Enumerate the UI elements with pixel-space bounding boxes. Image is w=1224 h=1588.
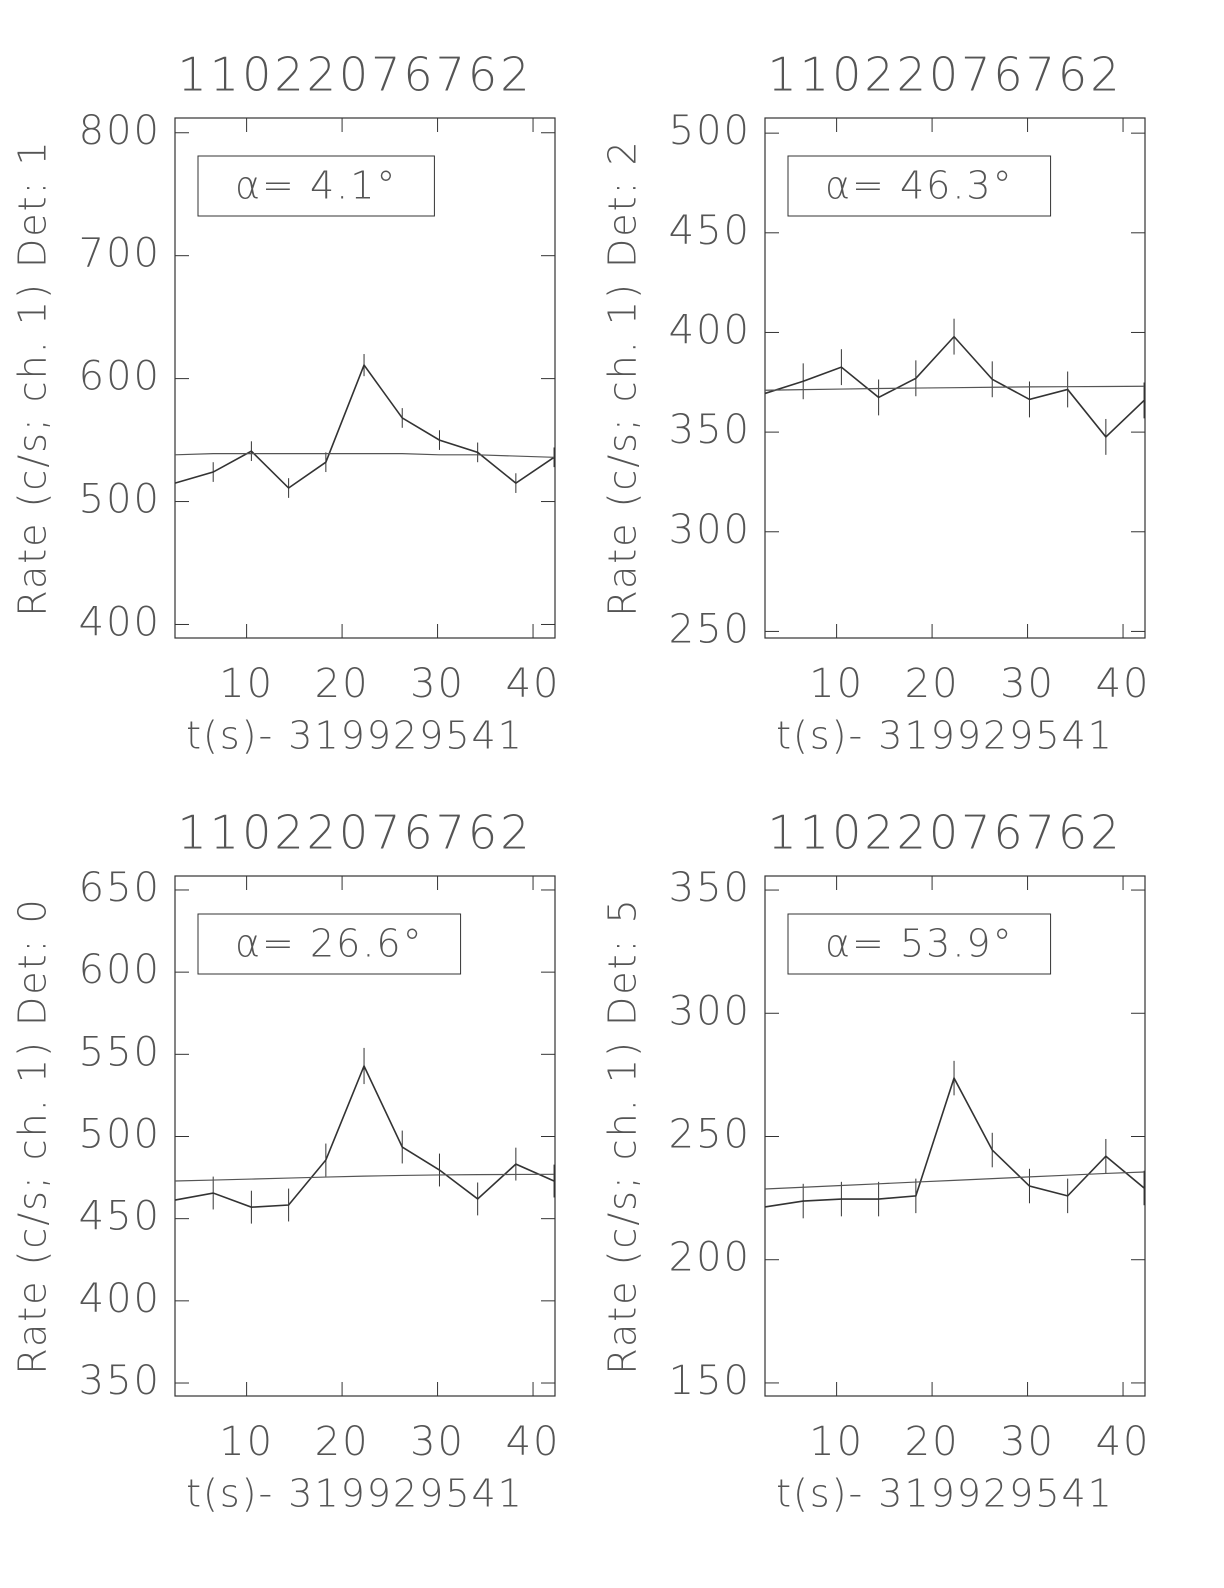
chart-title: 11022076762 — [178, 806, 533, 860]
y-axis-label: Rate (c/s; ch. 1) Det: 1 — [11, 139, 55, 616]
y-tick-label: 400 — [79, 1276, 161, 1322]
y-tick-label: 250 — [669, 1111, 751, 1157]
y-tick-label: 800 — [79, 108, 161, 154]
panel: 150 200 250 300 350 10 20 30 40 11022076762 t(s)- … — [601, 806, 1151, 1516]
y-tick-label: 450 — [669, 208, 751, 254]
x-tick-label: 40 — [1096, 1419, 1151, 1465]
x-tick-label: 10 — [809, 661, 864, 707]
series-line — [174, 453, 555, 458]
y-tick-label: 400 — [79, 599, 161, 645]
x-axis-label: t(s)- 319929541 — [186, 1472, 524, 1516]
series-line — [174, 1173, 555, 1182]
chart-title: 11022076762 — [178, 48, 533, 102]
series-line — [174, 1063, 555, 1208]
y-axis-label: Rate (c/s; ch. 1) Det: 2 — [601, 139, 645, 616]
y-tick-label: 350 — [669, 407, 751, 453]
x-tick-label: 10 — [219, 1419, 274, 1465]
y-tick-label: 650 — [79, 865, 161, 911]
annotation-box — [787, 155, 1052, 217]
chart-title: 11022076762 — [768, 48, 1123, 102]
series-line — [764, 385, 1145, 391]
y-tick-label: 500 — [79, 477, 161, 523]
x-tick-label: 30 — [410, 661, 465, 707]
y-tick-label: 200 — [669, 1235, 751, 1281]
panel: 250 300 350 400 450 500 10 20 30 40 11022076762 t(s… — [601, 48, 1151, 758]
annotation-box — [197, 155, 435, 217]
x-tick-label: 40 — [1096, 661, 1151, 707]
y-axis-label: Rate (c/s; ch. 1) Det: 0 — [11, 897, 55, 1374]
y-tick-label: 350 — [79, 1358, 161, 1404]
plot-frame — [174, 117, 556, 639]
x-axis-label: t(s)- 319929541 — [776, 1472, 1114, 1516]
y-tick-label: 250 — [669, 606, 751, 652]
annotation-box — [787, 913, 1052, 975]
x-tick-label: 30 — [1000, 1419, 1055, 1465]
x-tick-label: 20 — [315, 1419, 370, 1465]
x-tick-label: 10 — [809, 1419, 864, 1465]
x-axis-label: t(s)- 319929541 — [776, 714, 1114, 758]
annotation: α= 26.6° — [235, 922, 424, 966]
series-line — [764, 1171, 1145, 1190]
annotation: α= 46.3° — [825, 164, 1014, 208]
y-axis-label: Rate (c/s; ch. 1) Det: 5 — [601, 897, 645, 1374]
annotation: α= 4.1° — [235, 164, 397, 208]
x-tick-label: 10 — [219, 661, 274, 707]
x-tick-label: 20 — [905, 661, 960, 707]
y-tick-label: 600 — [79, 947, 161, 993]
chart-title: 11022076762 — [768, 806, 1123, 860]
series-line — [764, 1076, 1145, 1208]
y-tick-label: 150 — [669, 1358, 751, 1404]
y-tick-label: 400 — [669, 307, 751, 353]
x-tick-label: 20 — [315, 661, 370, 707]
y-tick-label: 450 — [79, 1194, 161, 1240]
x-tick-label: 40 — [506, 661, 561, 707]
x-tick-label: 40 — [506, 1419, 561, 1465]
panel: 400 500 600 700 800 10 20 30 40 11022076762 t(s)- … — [11, 48, 561, 758]
y-tick-label: 500 — [79, 1111, 161, 1157]
y-tick-label: 300 — [669, 988, 751, 1034]
y-tick-label: 300 — [669, 507, 751, 553]
y-tick-label: 350 — [669, 865, 751, 911]
series-line — [174, 363, 555, 490]
y-tick-label: 600 — [79, 354, 161, 400]
annotation: α= 53.9° — [825, 922, 1014, 966]
x-axis-label: t(s)- 319929541 — [186, 714, 524, 758]
y-tick-label: 550 — [79, 1029, 161, 1075]
panel: 350 400 450 500 550 600 650 10 20 30 40 11022076762… — [11, 806, 561, 1516]
y-tick-label: 500 — [669, 108, 751, 154]
annotation-box — [197, 913, 462, 975]
x-tick-label: 20 — [905, 1419, 960, 1465]
y-tick-label: 700 — [79, 231, 161, 277]
x-tick-label: 30 — [1000, 661, 1055, 707]
x-tick-label: 30 — [410, 1419, 465, 1465]
